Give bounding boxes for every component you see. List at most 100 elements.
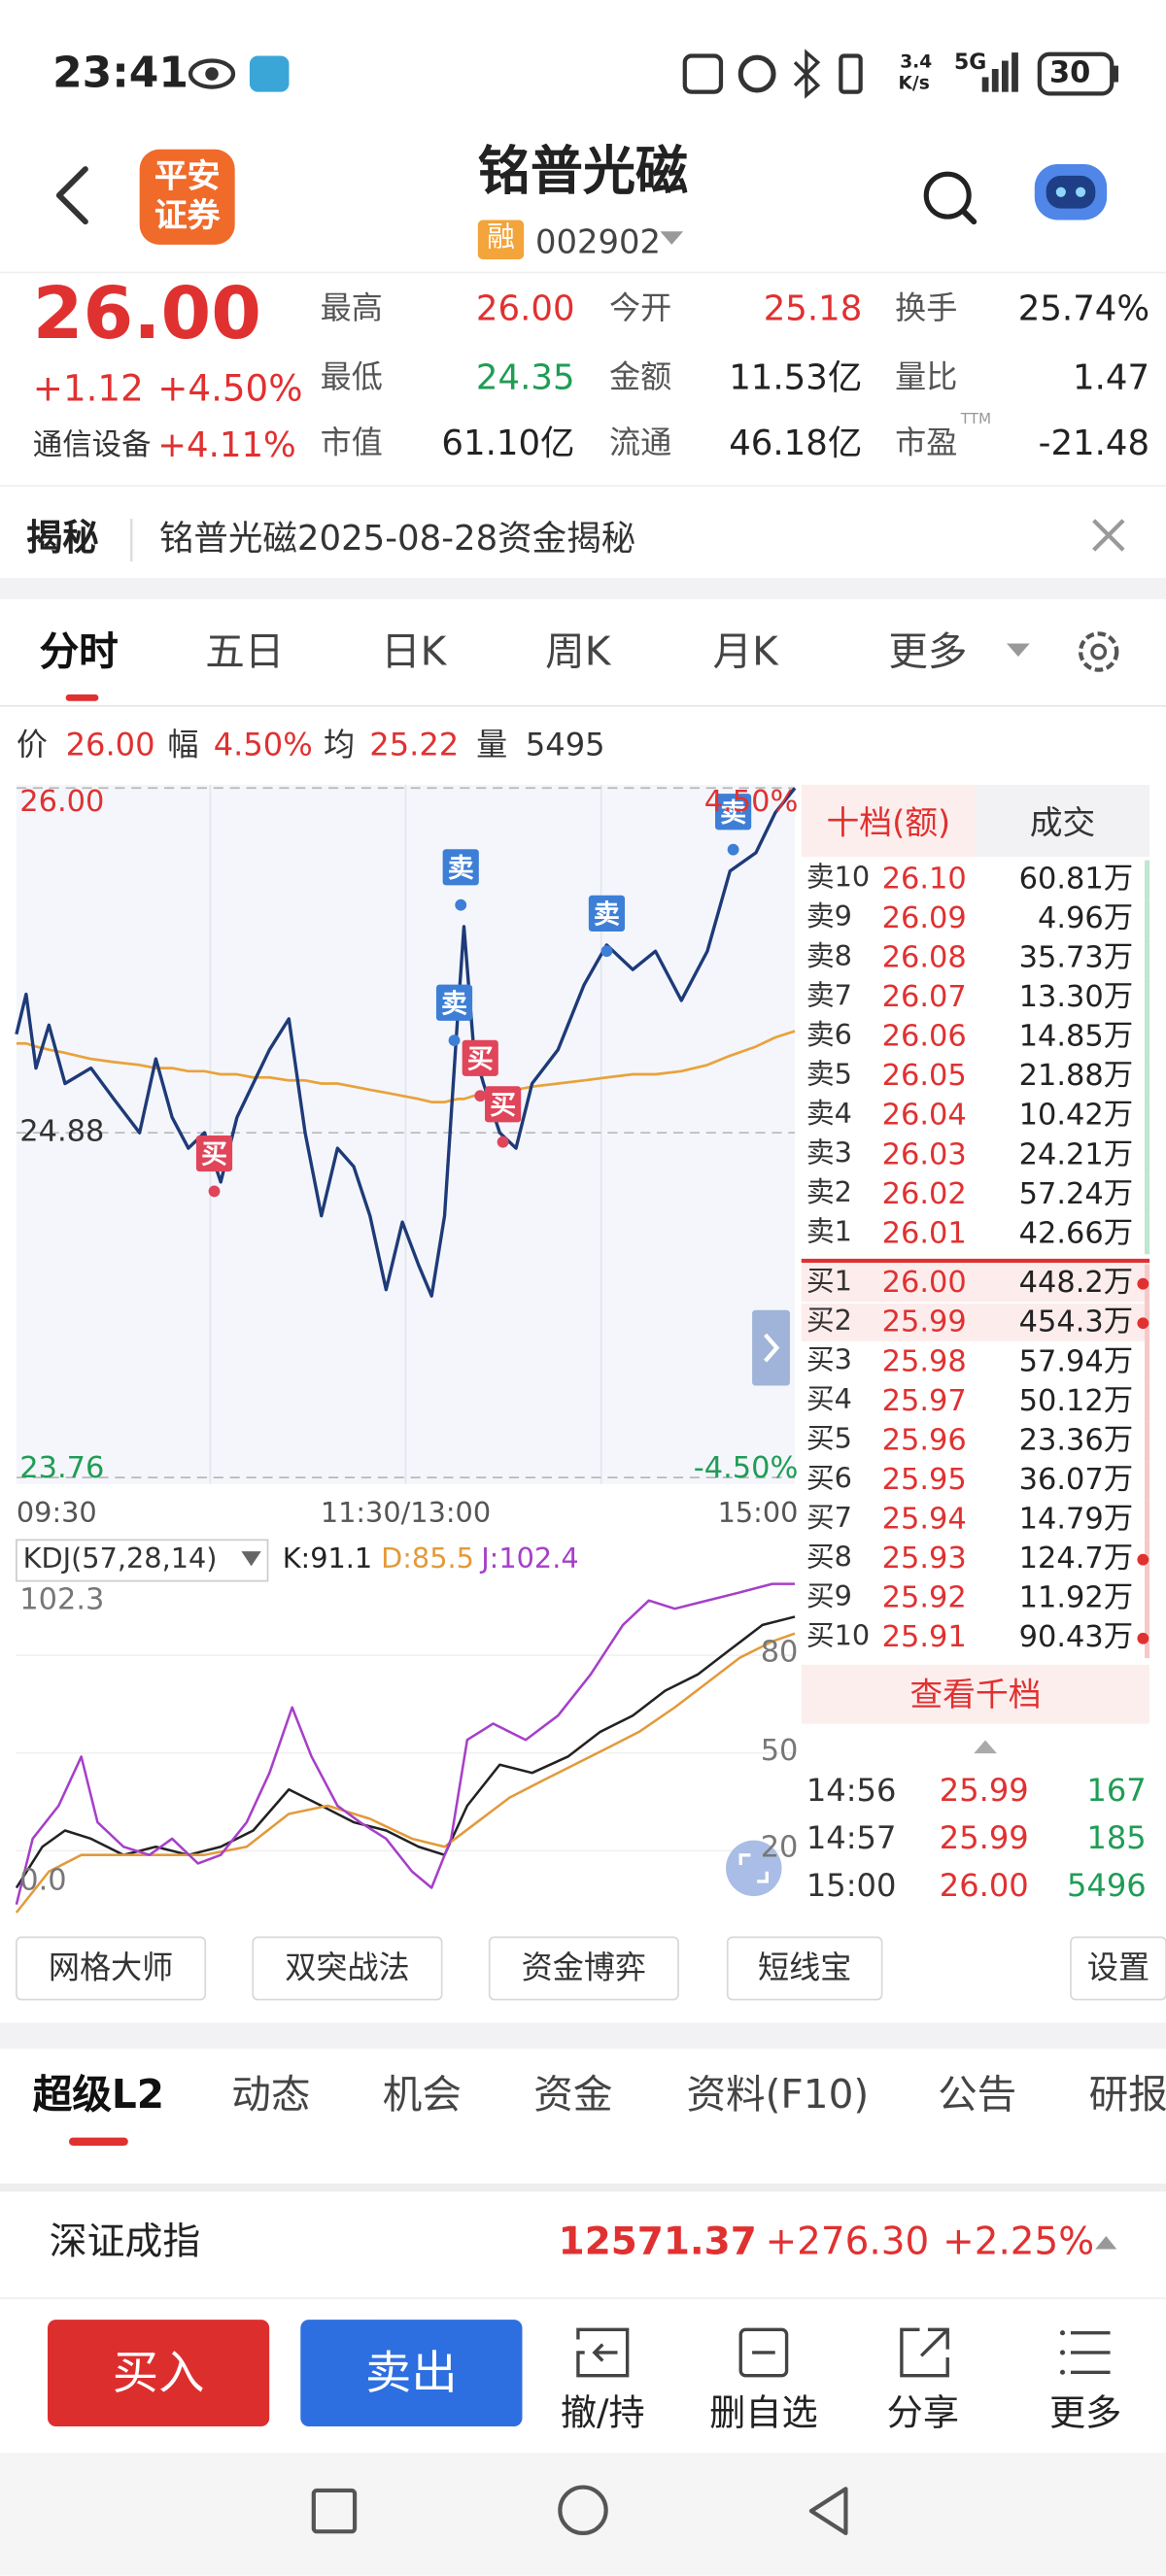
section-gap [0, 577, 1166, 599]
tool-button[interactable]: 短线宝 [757, 1949, 852, 1987]
depth-edge [1145, 1421, 1150, 1462]
trade-dot [474, 1090, 487, 1102]
stock-title: 铭普光磁 [477, 139, 689, 202]
fullscreen-icon [738, 1853, 769, 1883]
book-level: 买7 [806, 1502, 852, 1536]
book-amount: 50.12万 [1018, 1383, 1134, 1419]
content-tab[interactable]: 公告 [938, 2071, 1017, 2118]
stat-label: 最高 [320, 290, 383, 327]
trade-marker [588, 895, 626, 932]
signal-bar [991, 68, 999, 92]
book-price: 26.08 [881, 940, 967, 975]
chart-tab[interactable]: 日K [381, 628, 447, 675]
chart-tab[interactable]: 月K [712, 628, 778, 675]
tool-button[interactable]: 网格大师 [48, 1949, 174, 1987]
section-gap [0, 2022, 1166, 2050]
more-depth-bg [801, 1664, 1150, 1724]
more-depth[interactable]: 查看千档 [909, 1674, 1042, 1714]
tool-button[interactable]: 设置 [1086, 1949, 1150, 1987]
depth-edge [1145, 978, 1150, 1018]
content-tab[interactable]: 超级L2 [32, 2071, 165, 2118]
trade-marker-label: 买 [490, 1091, 516, 1121]
book-price: 26.05 [881, 1059, 967, 1094]
book-price: 25.95 [881, 1462, 967, 1498]
action-item[interactable]: 更多 [1048, 2393, 1122, 2435]
trade-dot [448, 1034, 461, 1047]
depth-edge [1145, 1017, 1150, 1058]
book-price: 26.03 [881, 1137, 967, 1172]
status-speed-unit: K/s [898, 72, 930, 94]
stat-label: 换手 [895, 290, 958, 327]
book-price: 26.07 [881, 980, 967, 1015]
book-price: 26.01 [881, 1216, 967, 1251]
chart-tab[interactable]: 周K [545, 628, 611, 675]
cancel-icon [576, 2327, 630, 2378]
tool-button[interactable]: 双突战法 [285, 1949, 410, 1987]
more-caret [1007, 643, 1030, 658]
tool-button-bg [488, 1936, 679, 2001]
book-amount: 4.96万 [1038, 900, 1134, 936]
stat-value: 46.18亿 [729, 424, 863, 463]
book-amount: 36.07万 [1018, 1462, 1134, 1498]
y-tick-label: 80 [760, 1635, 799, 1671]
book-amount: 14.79万 [1018, 1502, 1134, 1537]
trade-time: 14:56 [806, 1773, 897, 1810]
action-item[interactable]: 删自选 [709, 2393, 818, 2435]
trade-marker [715, 794, 752, 830]
content-tab[interactable]: 资料(F10) [686, 2071, 870, 2118]
depth-edge [1145, 1382, 1150, 1422]
y-tick-label: 20 [760, 1831, 799, 1866]
sector-change: +4.11% [157, 424, 296, 465]
collapse-caret [974, 1740, 997, 1754]
y2-tick-label: -4.50% [693, 1451, 799, 1486]
indicator-name[interactable]: KDJ(57,28,14) [22, 1542, 218, 1576]
book-level: 买4 [806, 1383, 852, 1417]
book-tab-label[interactable]: 十档(额) [826, 802, 951, 843]
book-level: 买6 [806, 1462, 852, 1496]
logo-line: 证券 [154, 195, 221, 235]
chart-tab[interactable]: 更多 [888, 628, 968, 675]
margin-tag: 融 [487, 221, 515, 254]
buy-button[interactable]: 买入 [112, 2346, 205, 2400]
depth-edge [1145, 1461, 1150, 1501]
book-price: 25.98 [881, 1344, 967, 1379]
book-tab-label[interactable]: 成交 [1029, 802, 1096, 843]
banner-text[interactable]: 铭普光磁2025-08-28资金揭秘 [158, 519, 636, 559]
book-level: 买5 [806, 1423, 852, 1457]
content-tab[interactable]: 机会 [382, 2071, 462, 2118]
depth-edge [1145, 1057, 1150, 1098]
book-level: 卖4 [806, 1098, 852, 1132]
book-level: 卖10 [806, 862, 871, 896]
trade-marker-label: 买 [201, 1140, 227, 1170]
robot-eye [1076, 186, 1086, 197]
action-item[interactable]: 分享 [886, 2393, 960, 2435]
content-tab[interactable]: 资金 [533, 2071, 613, 2118]
chart-tab[interactable]: 五日 [205, 628, 285, 675]
depth-edge [1145, 899, 1150, 939]
depth-edge [1145, 1500, 1150, 1541]
content-tab[interactable]: 研报 [1088, 2071, 1166, 2118]
row-highlight [801, 1303, 1147, 1341]
book-level: 买8 [806, 1542, 852, 1575]
sell-button[interactable]: 卖出 [365, 2346, 458, 2400]
content-tab[interactable]: 动态 [231, 2071, 311, 2118]
index-name[interactable]: 深证成指 [49, 2220, 201, 2264]
tool-button[interactable]: 资金博弈 [521, 1949, 647, 1987]
book-price: 26.06 [881, 1019, 967, 1055]
book-amount: 14.85万 [1018, 1019, 1134, 1055]
robot-eye [1055, 186, 1066, 197]
book-amount: 57.94万 [1018, 1344, 1134, 1379]
kdj-line [15, 1582, 796, 1906]
order-dot [1137, 1632, 1149, 1644]
battery-level: 30 [1049, 55, 1091, 90]
depth-edge [1145, 1578, 1150, 1619]
action-item[interactable]: 撤/持 [560, 2393, 645, 2435]
buy-button-bg [48, 2320, 270, 2427]
depth-edge [1145, 938, 1150, 979]
signal-bar [981, 77, 989, 92]
pe-tag: TTM [960, 412, 992, 429]
trade-marker [442, 849, 479, 886]
info-value: 4.50% [213, 727, 313, 763]
chart-tab[interactable]: 分时 [39, 628, 119, 675]
